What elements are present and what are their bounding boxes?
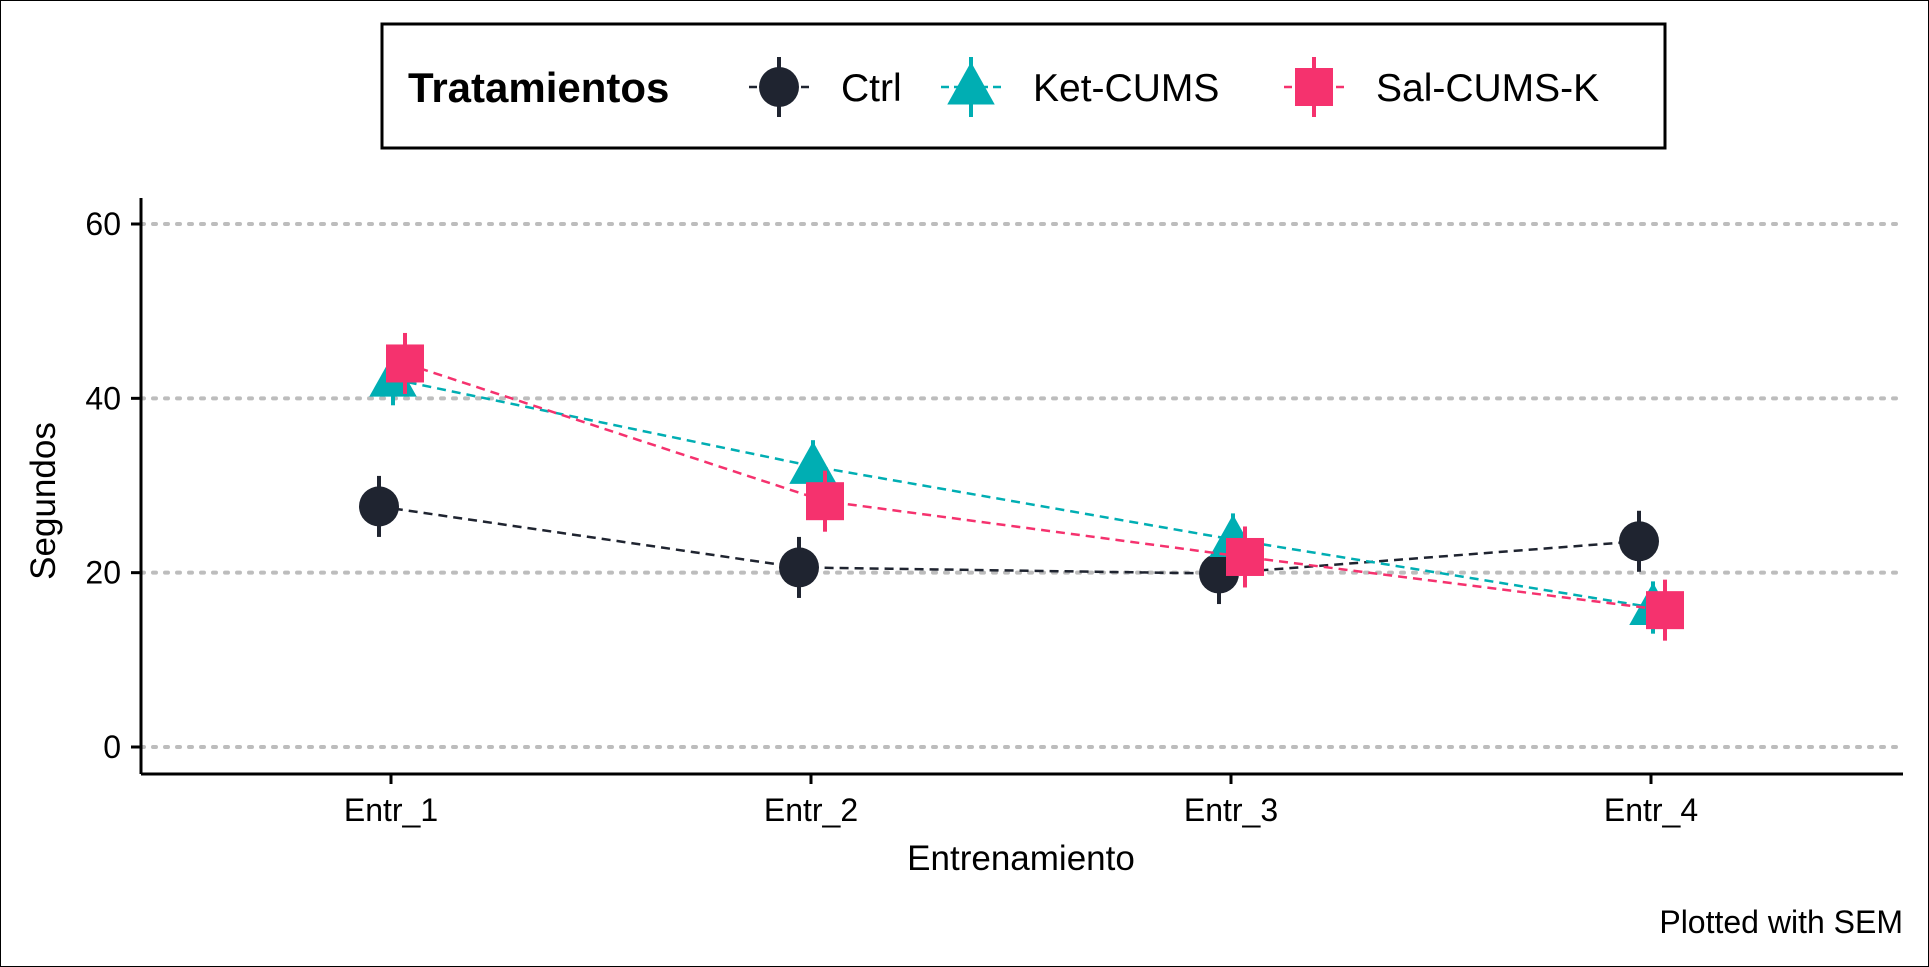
- x-tick-label: Entr_1: [344, 792, 438, 828]
- data-point: [806, 482, 844, 521]
- legend: Tratamientos Ctrl Ket-CUMS Sal-CUMS-K: [380, 22, 1667, 150]
- legend-marker: [759, 67, 799, 107]
- data-point: [359, 486, 399, 527]
- caption: Plotted with SEM: [1659, 904, 1903, 940]
- series-line: [404, 362, 1666, 612]
- y-tick-label: 40: [85, 380, 121, 416]
- legend-box: [380, 22, 1667, 150]
- series-sal-cums-k: [386, 332, 1684, 641]
- legend-item: Ket-CUMS: [941, 57, 1219, 117]
- x-axis-title: Entrenamiento: [907, 839, 1135, 878]
- x-tick-label: Entr_2: [764, 792, 858, 828]
- x-tick-label: Entr_4: [1604, 792, 1698, 828]
- legend-item: Sal-CUMS-K: [1284, 57, 1599, 117]
- legend-marker: [1295, 68, 1333, 106]
- data-point: [1226, 537, 1264, 576]
- x-tick-label: Entr_3: [1184, 792, 1278, 828]
- legend-entries: Ctrl Ket-CUMS Sal-CUMS-K: [749, 57, 1599, 117]
- series-ctrl: [359, 475, 1659, 605]
- y-tick-label: 0: [103, 729, 121, 765]
- axes: 0 20 40 60 Entr_1 Entr_2 Entr_3 Entr_4: [85, 198, 1903, 828]
- data-point: [1646, 591, 1684, 630]
- legend-title: Tratamientos: [408, 64, 669, 111]
- series-line: [392, 377, 1654, 609]
- legend-label: Sal-CUMS-K: [1376, 67, 1599, 110]
- data-point: [1619, 521, 1659, 562]
- data-point: [779, 547, 819, 588]
- legend-label: Ctrl: [841, 67, 902, 110]
- series-line: [378, 505, 1640, 575]
- y-tick-label: 60: [85, 206, 121, 242]
- data-point: [386, 344, 424, 383]
- y-axis-title: Segundos: [24, 422, 63, 580]
- legend-marker: [947, 62, 995, 105]
- legend-item: Ctrl: [749, 57, 902, 117]
- series-ket-cums: [369, 353, 1677, 634]
- legend-label: Ket-CUMS: [1033, 67, 1219, 110]
- series-layer: [359, 332, 1684, 641]
- y-tick-label: 20: [85, 555, 121, 591]
- gridlines: [139, 222, 1905, 749]
